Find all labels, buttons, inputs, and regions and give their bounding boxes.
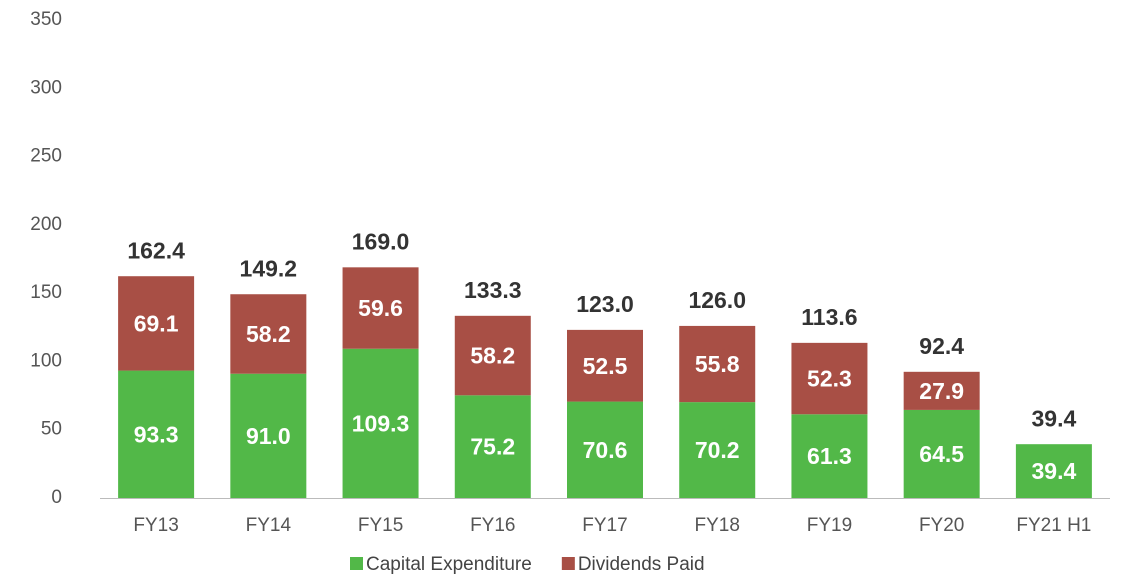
bar-segment (454, 315, 531, 396)
total-label: 113.6 (801, 304, 857, 330)
bar-segment (454, 395, 531, 498)
bar-segment (791, 342, 868, 415)
data-label: 93.3 (134, 421, 179, 447)
data-label: 52.3 (807, 366, 852, 392)
total-label: 162.4 (127, 237, 185, 263)
total-label: 126.0 (688, 287, 746, 313)
bar-segment (342, 267, 419, 349)
bar-segment (791, 414, 868, 498)
legend-swatch (350, 557, 363, 570)
data-label: 69.1 (134, 310, 179, 336)
legend-swatch (561, 557, 575, 570)
data-label: 75.2 (470, 434, 515, 460)
y-tick-label: 200 (30, 214, 62, 235)
y-tick-label: 0 (51, 487, 62, 508)
data-label: 58.2 (470, 343, 515, 369)
data-label: 55.8 (695, 351, 740, 377)
x-tick-label: FY18 (695, 515, 740, 536)
bar-segment (679, 402, 756, 498)
data-label: 70.6 (583, 437, 628, 463)
total-label: 169.0 (352, 228, 410, 254)
data-label: 61.3 (807, 443, 852, 469)
legend-label: Capital Expenditure (366, 554, 532, 575)
data-label: 59.6 (358, 295, 403, 321)
bar-segment (118, 370, 195, 498)
y-tick-label: 150 (30, 282, 62, 303)
data-label: 91.0 (246, 423, 291, 449)
x-tick-label: FY15 (358, 515, 403, 536)
x-tick-label: FY13 (133, 515, 178, 536)
bar-segment (230, 294, 307, 374)
legend-label: Dividends Paid (578, 554, 705, 575)
y-tick-label: 300 (30, 77, 62, 98)
bar-segment (679, 325, 756, 403)
bar-segment (342, 348, 419, 498)
bar-segment (567, 401, 643, 498)
bar-segment (903, 371, 980, 410)
total-label: 123.0 (576, 291, 634, 317)
x-tick-label: FY14 (246, 515, 292, 536)
x-tick-label: FY19 (807, 515, 852, 536)
bar-segment (1015, 444, 1092, 498)
data-label: 27.9 (919, 378, 964, 404)
y-tick-label: 250 (30, 146, 62, 167)
data-label: 70.2 (695, 437, 740, 463)
total-label: 92.4 (919, 333, 964, 359)
bar-segment (903, 409, 980, 498)
bar-segment (230, 373, 307, 498)
bar-segment (118, 276, 195, 371)
total-label: 133.3 (464, 277, 522, 303)
x-tick-label: FY17 (582, 515, 627, 536)
bar-segment (567, 329, 643, 402)
y-tick-label: 50 (41, 419, 62, 440)
x-tick-label: FY20 (919, 515, 964, 536)
data-label: 109.3 (352, 410, 410, 436)
x-tick-label: FY16 (470, 515, 515, 536)
data-label: 64.5 (919, 441, 964, 467)
x-tick-label: FY21 H1 (1016, 515, 1091, 536)
data-label: 58.2 (246, 321, 291, 347)
y-tick-label: 350 (30, 9, 62, 30)
data-label: 52.5 (583, 353, 628, 379)
data-label: 39.4 (1032, 458, 1077, 484)
total-label: 39.4 (1032, 405, 1077, 431)
y-tick-label: 100 (30, 350, 62, 371)
total-label: 149.2 (240, 255, 298, 281)
